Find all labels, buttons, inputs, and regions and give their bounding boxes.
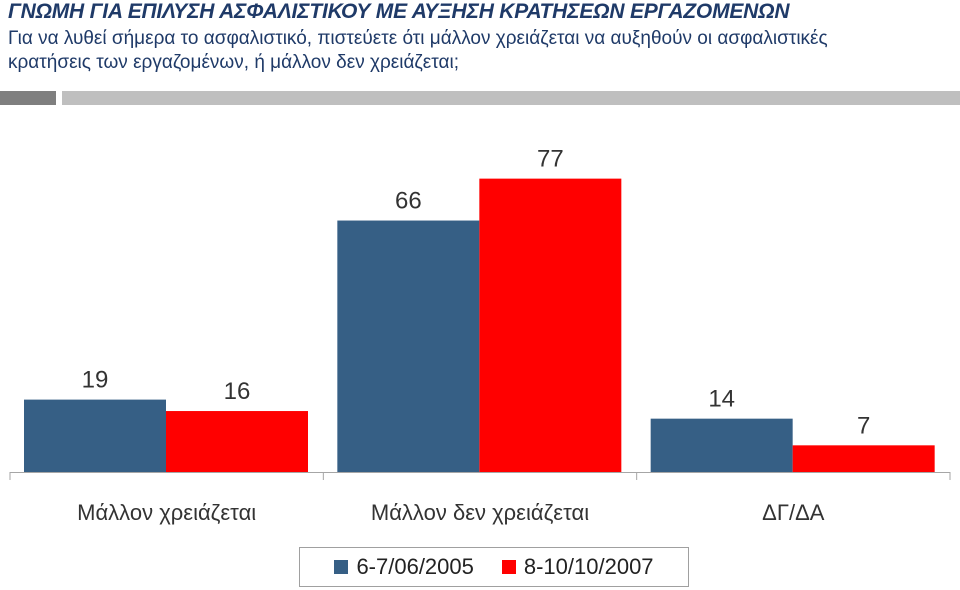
divider-accent xyxy=(0,91,56,105)
bar-2007-2 xyxy=(792,445,935,472)
data-label-2005-2: 14 xyxy=(708,386,735,413)
category-label-0: Μάλλον χρειάζεται xyxy=(77,500,256,525)
category-label-2: ΔΓ/ΔΑ xyxy=(762,500,825,525)
legend-label-2007: 8-10/10/2007 xyxy=(523,554,654,579)
bar-2005-0 xyxy=(24,399,166,472)
legend-swatch-2007 xyxy=(501,560,516,574)
data-label-2007-2: 7 xyxy=(857,412,870,439)
chart-legend: 6-7/06/2005 8-10/10/2007 xyxy=(299,547,689,587)
legend-item-2005: 6-7/06/2005 xyxy=(334,554,474,580)
question-text: Για να λυθεί σήμερα το ασφαλιστικό, πιστ… xyxy=(8,28,828,73)
data-label-2007-0: 16 xyxy=(224,378,251,405)
bar-2005-2 xyxy=(650,418,793,472)
page-title: ΓΝΩΜΗ ΓΙΑ ΕΠΙΛΥΣΗ ΑΣΦΑΛΙΣΤΙΚΟΥ ΜΕ ΑΥΞΗΣΗ… xyxy=(8,0,790,23)
data-label-2007-1: 77 xyxy=(537,146,564,173)
legend-item-2007: 8-10/10/2007 xyxy=(501,554,654,580)
category-label-1: Μάλλον δεν χρειάζεται xyxy=(371,500,589,525)
data-label-2005-1: 66 xyxy=(395,188,422,215)
data-label-2005-0: 19 xyxy=(82,367,109,394)
bar-2007-1 xyxy=(479,178,622,472)
bar-2007-0 xyxy=(166,411,308,472)
legend-label-2005: 6-7/06/2005 xyxy=(356,554,474,579)
bar-2005-1 xyxy=(337,220,480,472)
divider-rule xyxy=(62,91,960,105)
legend-swatch-2005 xyxy=(334,560,349,574)
